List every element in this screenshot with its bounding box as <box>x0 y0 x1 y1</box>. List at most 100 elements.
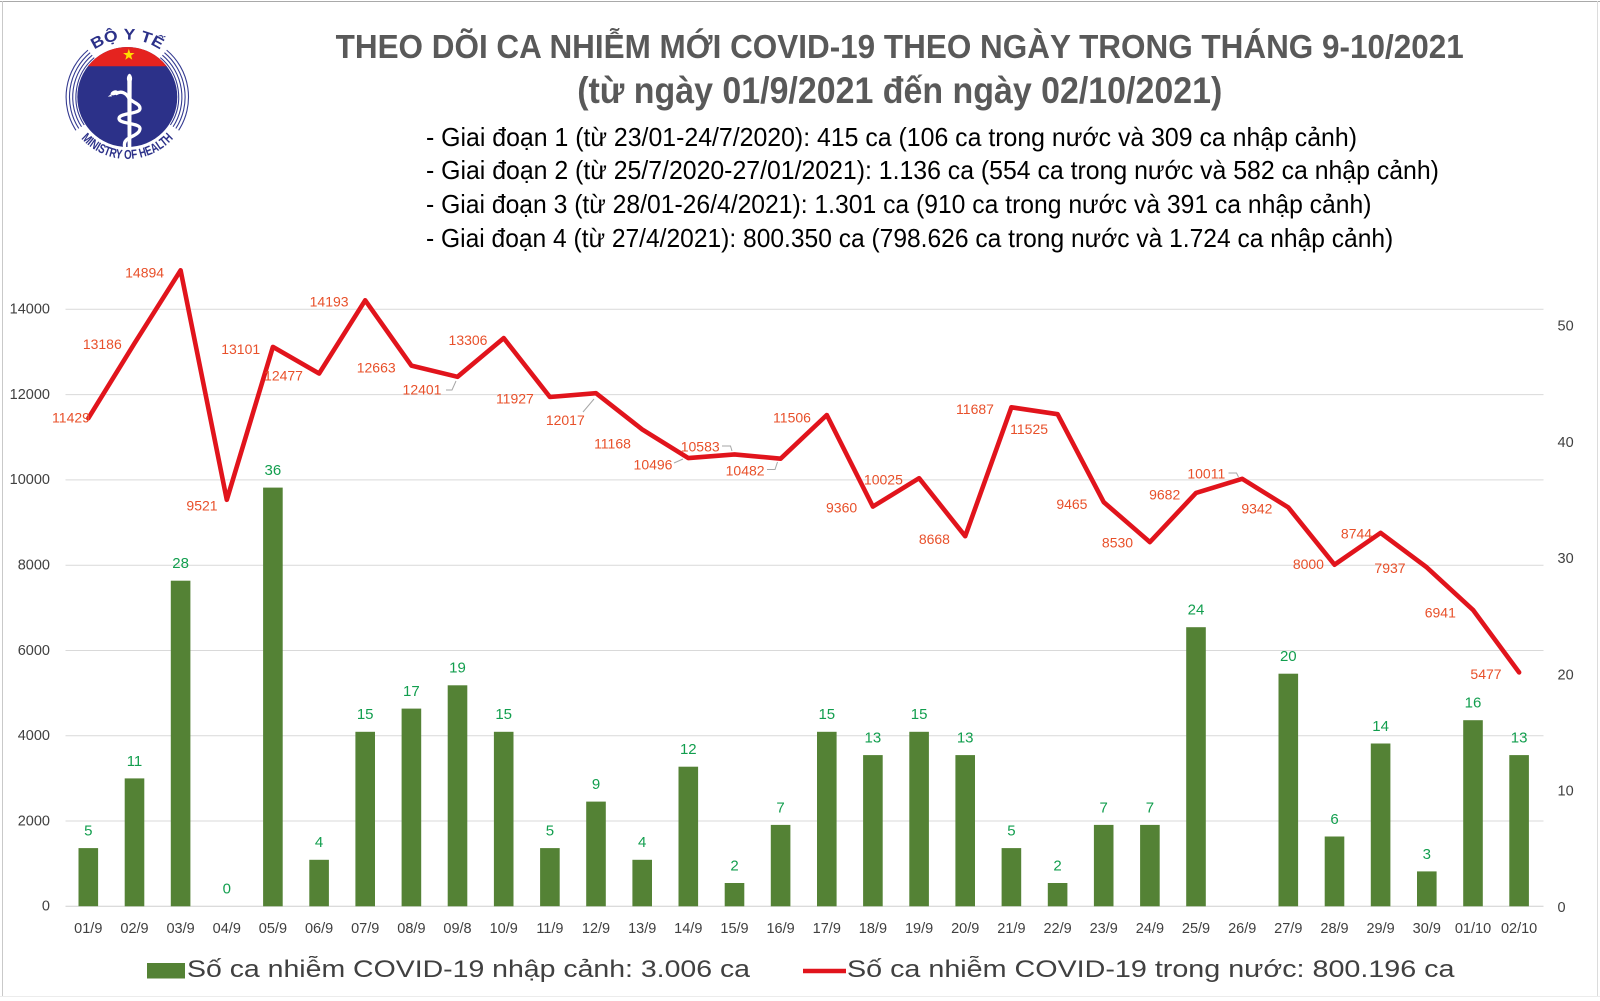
svg-text:24: 24 <box>1188 602 1205 619</box>
svg-text:2: 2 <box>730 857 738 874</box>
svg-text:8000: 8000 <box>1293 556 1324 572</box>
svg-text:15: 15 <box>818 706 835 723</box>
svg-text:9682: 9682 <box>1149 487 1180 503</box>
svg-text:17: 17 <box>403 683 420 700</box>
svg-text:13306: 13306 <box>449 332 488 348</box>
svg-text:21/9: 21/9 <box>997 921 1025 937</box>
svg-text:8668: 8668 <box>919 531 950 547</box>
svg-text:5: 5 <box>546 823 554 840</box>
svg-text:6000: 6000 <box>18 643 50 659</box>
svg-text:25/9: 25/9 <box>1182 921 1210 937</box>
svg-text:23/9: 23/9 <box>1090 921 1118 937</box>
svg-text:14000: 14000 <box>10 302 50 318</box>
svg-text:9360: 9360 <box>826 500 857 516</box>
svg-text:9521: 9521 <box>186 498 217 514</box>
svg-text:10/9: 10/9 <box>490 921 518 937</box>
svg-text:02/10: 02/10 <box>1501 921 1537 937</box>
svg-text:17/9: 17/9 <box>813 921 841 937</box>
svg-text:10482: 10482 <box>726 462 765 478</box>
svg-text:15: 15 <box>495 706 512 723</box>
svg-text:12000: 12000 <box>10 387 50 403</box>
svg-text:06/9: 06/9 <box>305 921 333 937</box>
svg-text:16/9: 16/9 <box>766 921 794 937</box>
svg-text:26/9: 26/9 <box>1228 921 1256 937</box>
svg-text:20/9: 20/9 <box>951 921 979 937</box>
svg-text:10583: 10583 <box>681 439 720 455</box>
svg-text:15/9: 15/9 <box>720 921 748 937</box>
svg-text:40: 40 <box>1558 435 1574 451</box>
svg-text:07/9: 07/9 <box>351 921 379 937</box>
svg-text:13/9: 13/9 <box>628 921 656 937</box>
svg-text:8000: 8000 <box>18 558 50 574</box>
svg-text:5: 5 <box>1007 823 1015 840</box>
svg-text:4: 4 <box>638 834 646 851</box>
svg-text:12477: 12477 <box>264 367 303 383</box>
svg-text:10: 10 <box>1558 784 1574 800</box>
svg-text:12/9: 12/9 <box>582 921 610 937</box>
svg-text:9342: 9342 <box>1241 500 1272 516</box>
svg-text:14894: 14894 <box>125 264 164 280</box>
svg-text:8530: 8530 <box>1102 535 1133 551</box>
svg-text:10496: 10496 <box>634 457 673 473</box>
svg-text:50: 50 <box>1558 319 1574 335</box>
svg-text:28/9: 28/9 <box>1320 921 1348 937</box>
svg-text:19: 19 <box>449 660 466 677</box>
svg-text:20: 20 <box>1280 648 1297 665</box>
svg-text:24/9: 24/9 <box>1136 921 1164 937</box>
svg-text:36: 36 <box>265 462 282 479</box>
svg-text:9: 9 <box>592 776 600 793</box>
svg-text:22/9: 22/9 <box>1043 921 1071 937</box>
svg-text:11927: 11927 <box>496 390 534 406</box>
svg-text:19/9: 19/9 <box>905 921 933 937</box>
svg-text:2: 2 <box>1053 857 1061 874</box>
svg-text:3: 3 <box>1423 846 1431 863</box>
svg-text:4: 4 <box>315 834 323 851</box>
svg-text:9465: 9465 <box>1056 496 1087 512</box>
svg-text:13: 13 <box>957 730 974 747</box>
svg-text:13: 13 <box>1511 730 1528 747</box>
svg-text:15: 15 <box>357 706 374 723</box>
svg-text:0: 0 <box>42 899 50 915</box>
svg-text:14193: 14193 <box>310 294 349 310</box>
svg-text:01/10: 01/10 <box>1455 921 1491 937</box>
svg-text:12: 12 <box>680 741 697 758</box>
svg-text:2000: 2000 <box>18 813 50 829</box>
svg-text:02/9: 02/9 <box>120 921 148 937</box>
svg-text:11687: 11687 <box>956 401 994 417</box>
svg-text:11168: 11168 <box>594 435 631 451</box>
svg-text:0: 0 <box>1558 900 1566 916</box>
svg-text:11506: 11506 <box>773 410 811 426</box>
svg-text:20: 20 <box>1558 667 1574 683</box>
svg-text:30: 30 <box>1558 551 1574 567</box>
svg-text:0: 0 <box>223 881 231 898</box>
svg-text:5: 5 <box>84 823 92 840</box>
svg-text:11525: 11525 <box>1010 421 1048 437</box>
svg-text:03/9: 03/9 <box>166 921 194 937</box>
svg-text:10000: 10000 <box>10 472 50 488</box>
svg-text:11429: 11429 <box>52 410 90 426</box>
svg-text:14/9: 14/9 <box>674 921 702 937</box>
svg-text:12017: 12017 <box>546 412 585 428</box>
svg-text:11/9: 11/9 <box>536 921 563 937</box>
svg-text:13186: 13186 <box>83 336 122 352</box>
svg-text:09/8: 09/8 <box>443 921 471 937</box>
svg-text:05/9: 05/9 <box>259 921 287 937</box>
svg-text:13101: 13101 <box>221 341 260 357</box>
svg-text:10011: 10011 <box>1187 465 1225 481</box>
svg-text:16: 16 <box>1465 695 1482 712</box>
svg-text:7: 7 <box>1146 799 1154 816</box>
svg-text:5477: 5477 <box>1470 666 1501 682</box>
svg-text:27/9: 27/9 <box>1274 921 1302 937</box>
svg-text:28: 28 <box>172 555 189 572</box>
svg-text:12663: 12663 <box>357 359 396 375</box>
svg-text:7: 7 <box>776 799 784 816</box>
svg-text:7937: 7937 <box>1374 560 1405 576</box>
svg-text:15: 15 <box>911 706 928 723</box>
svg-text:10025: 10025 <box>864 471 903 487</box>
svg-text:29/9: 29/9 <box>1366 921 1394 937</box>
svg-text:6941: 6941 <box>1425 604 1456 620</box>
svg-text:12401: 12401 <box>403 382 442 398</box>
svg-text:18/9: 18/9 <box>859 921 887 937</box>
svg-text:7: 7 <box>1100 799 1108 816</box>
svg-text:11: 11 <box>127 753 143 770</box>
